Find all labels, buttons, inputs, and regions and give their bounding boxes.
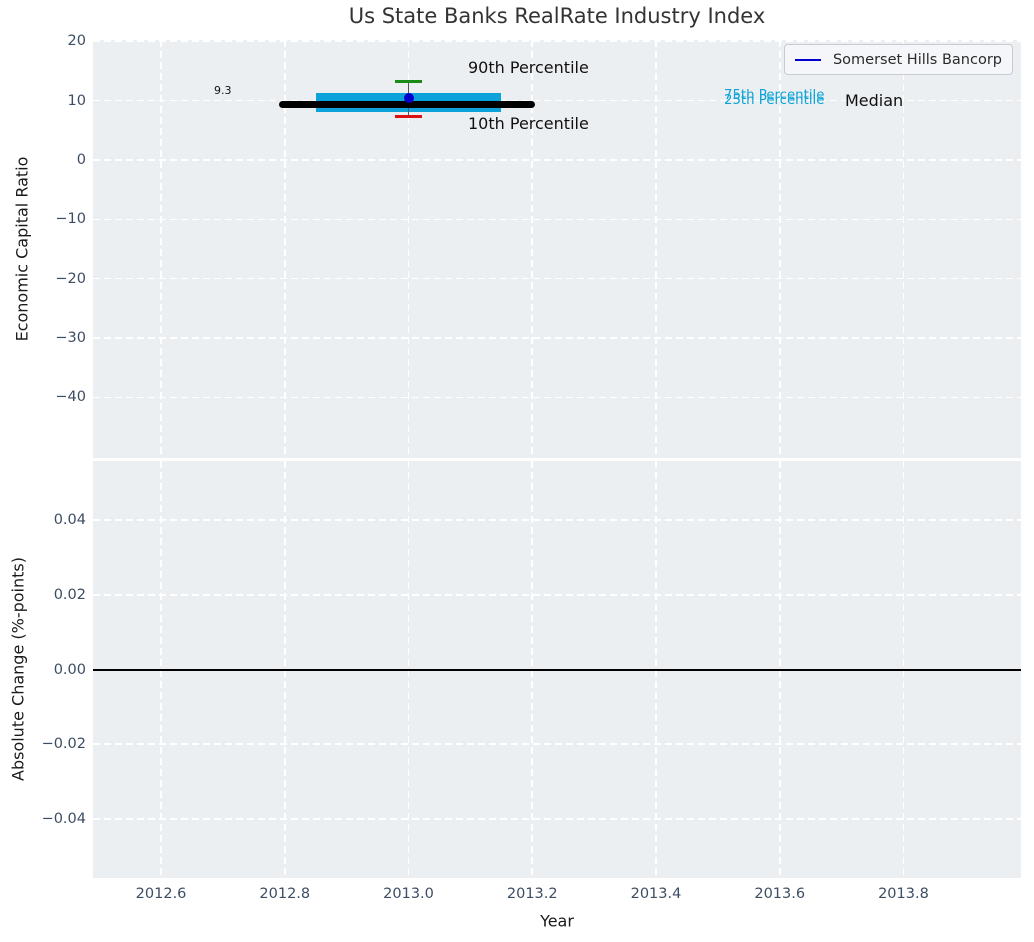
y-gridline xyxy=(93,818,1021,820)
median-value-label: 9.3 xyxy=(214,84,232,97)
x-tick-label: 2012.8 xyxy=(259,886,311,902)
y-tick-label: 0.02 xyxy=(53,586,86,603)
legend-label: Somerset Hills Bancorp xyxy=(832,51,1002,68)
annotation-median: Median xyxy=(845,91,904,110)
legend: Somerset Hills Bancorp xyxy=(784,44,1013,75)
median-line xyxy=(278,101,536,109)
y-tick-label: −20 xyxy=(55,270,86,287)
y-tick-label: −0.04 xyxy=(41,810,86,827)
zero-line xyxy=(93,668,1021,671)
annotation-10th-percentile: 10th Percentile xyxy=(468,114,589,133)
y-gridline xyxy=(93,277,1021,280)
x-gridline xyxy=(160,40,162,458)
y-gridline xyxy=(93,159,1021,161)
x-tick-label: 2012.6 xyxy=(135,886,187,902)
p90-whisker-cap xyxy=(394,80,423,84)
plot-area-top xyxy=(93,40,1021,458)
y-gridline xyxy=(93,519,1021,521)
x-tick-label: 2013.4 xyxy=(630,886,682,902)
x-gridline xyxy=(283,40,286,458)
p10-whisker-cap xyxy=(394,115,423,119)
y-tick-label: 0.04 xyxy=(53,511,86,528)
y-gridline xyxy=(93,99,1021,102)
y-tick-label: 0 xyxy=(76,151,86,168)
y-gridline xyxy=(93,337,1021,339)
y-tick-label: −30 xyxy=(55,329,86,346)
y-tick-label: −10 xyxy=(55,211,86,228)
plot-area-bottom xyxy=(93,461,1021,878)
y-axis-label-bottom: Absolute Change (%-points) xyxy=(8,557,28,781)
y-gridline xyxy=(93,218,1021,221)
x-gridline xyxy=(902,40,905,458)
x-axis-label: Year xyxy=(540,911,574,931)
y-tick-label: 0.00 xyxy=(53,661,86,678)
x-gridline xyxy=(531,40,534,458)
annotation-90th-percentile: 90th Percentile xyxy=(468,58,589,77)
x-tick-label: 2013.8 xyxy=(878,886,929,902)
y-tick-label: 20 xyxy=(67,32,86,49)
x-tick-label: 2013.2 xyxy=(506,886,558,902)
x-tick-label: 2013.6 xyxy=(754,886,806,902)
x-gridline xyxy=(407,40,410,458)
chart-title: Us State Banks RealRate Industry Index xyxy=(348,4,766,28)
y-tick-label: −40 xyxy=(55,389,86,406)
x-gridline xyxy=(778,40,781,458)
y-tick-label: −0.02 xyxy=(41,735,86,752)
y-gridline xyxy=(93,40,1021,42)
x-gridline xyxy=(655,40,657,458)
y-gridline xyxy=(93,593,1021,596)
annotation-25th-percentile: 25th Percentile xyxy=(724,93,825,108)
y-gridline xyxy=(93,743,1021,746)
y-tick-label: 10 xyxy=(67,92,86,109)
company-data-point xyxy=(403,93,414,104)
annotation-75th-percentile: 75th Percentile xyxy=(724,88,825,103)
legend-line-sample xyxy=(795,58,821,61)
y-axis-label-top: Economic Capital Ratio xyxy=(12,156,32,342)
y-gridline xyxy=(93,396,1021,399)
x-tick-label: 2013.0 xyxy=(383,886,434,902)
